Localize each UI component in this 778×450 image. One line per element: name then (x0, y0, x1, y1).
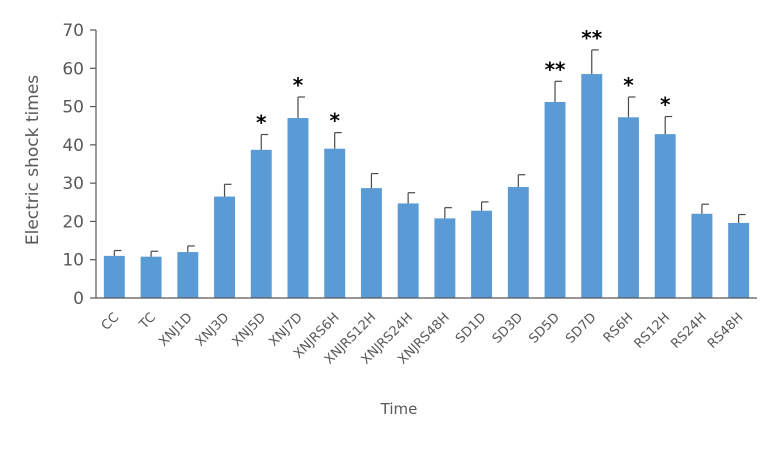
bar (360, 188, 382, 298)
bar (287, 118, 309, 298)
bar (324, 148, 346, 298)
y-tick-label: 20 (62, 212, 84, 232)
bar (177, 252, 199, 298)
x-tick-label: SD5D (526, 310, 562, 346)
y-axis-title: Electric shock times (23, 75, 43, 245)
y-tick-label: 40 (62, 136, 84, 156)
bars (103, 74, 750, 299)
bar (397, 203, 419, 298)
significance-marker: * (623, 73, 634, 97)
x-tick-label: TC (136, 310, 159, 333)
bar (103, 255, 125, 298)
x-tick-label: RS24H (668, 310, 709, 351)
significance-markers: ********* (256, 26, 671, 135)
bar (250, 149, 272, 298)
bar (691, 213, 713, 298)
bar (471, 210, 493, 298)
bar (434, 218, 456, 298)
x-tick-label: SD3D (490, 310, 526, 346)
x-axis: CC TCXNJ1DXNJ3DXNJ5DXNJ7DXNJRS6HXNJRS12HX… (96, 297, 757, 368)
bar (140, 256, 162, 298)
error-bars (113, 49, 746, 257)
x-tick-label: SD1D (453, 310, 489, 346)
y-tick-label: 70 (62, 21, 84, 41)
x-axis-title: Time (380, 400, 418, 418)
y-tick-label: 0 (73, 289, 84, 309)
bar (581, 74, 603, 299)
significance-marker: * (329, 109, 340, 133)
x-tick-label: XNJ3D (193, 310, 232, 349)
significance-marker: * (293, 73, 304, 97)
y-tick-label: 10 (62, 251, 84, 271)
y-tick-label: 50 (62, 98, 84, 118)
y-tick-label: 30 (62, 174, 84, 194)
x-tick-label: XNJ5D (230, 310, 269, 349)
bar (728, 222, 750, 298)
bar (507, 186, 529, 298)
bar (544, 101, 566, 298)
bar (214, 196, 235, 298)
bar (654, 134, 676, 298)
x-tick-label: RS12H (632, 310, 673, 351)
x-tick-label: SD7D (563, 310, 599, 346)
significance-marker: ** (545, 57, 566, 81)
bar (618, 117, 639, 298)
significance-marker: ** (581, 26, 602, 50)
x-tick-label: RS48H (705, 310, 746, 351)
y-tick-label: 60 (62, 59, 84, 79)
significance-marker: * (660, 93, 671, 117)
x-tick-label: XNJ1D (156, 310, 195, 349)
x-tick-label: CC (99, 310, 122, 333)
significance-marker: * (256, 111, 267, 135)
y-axis: 0 10 20 30 40 50 60 70 (62, 21, 97, 309)
